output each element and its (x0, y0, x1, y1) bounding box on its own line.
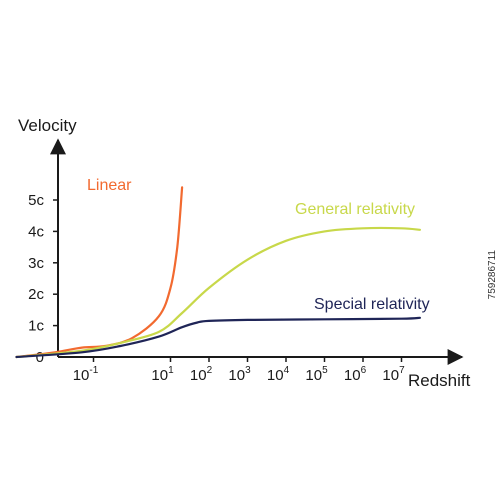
x-tick-label: 106 (344, 365, 367, 384)
series-labels: Linear General relativity Special relativi… (87, 177, 430, 313)
y-tick-label: 4c (28, 223, 44, 240)
y-tick-label: 1c (28, 318, 44, 335)
watermark-id: 759286711 (487, 250, 498, 300)
series-general-relativity-line (15, 226, 421, 359)
series-label-general-relativity: General relativity (295, 201, 415, 218)
x-ticks: 10-1 101 102 103 104 105 106 107 (73, 357, 405, 384)
x-tick-label: 10-1 (73, 365, 99, 384)
y-tick-label: 2c (28, 286, 44, 303)
y-tick-label: 0 (36, 349, 44, 366)
y-tick-label: 3c (28, 255, 44, 272)
y-axis-title: Velocity (18, 116, 77, 135)
x-tick-label: 101 (151, 365, 174, 384)
x-tick-label: 102 (190, 365, 213, 384)
series-lines (15, 186, 421, 359)
y-ticks: 0 1c 2c 3c 4c 5c (28, 192, 58, 366)
series-special-relativity-line (15, 316, 421, 359)
y-tick-label: 5c (28, 192, 44, 209)
x-tick-label: 105 (305, 365, 328, 384)
x-tick-label: 103 (228, 365, 251, 384)
x-axis-title: Redshift (408, 371, 471, 390)
series-linear-line (15, 186, 184, 359)
series-label-linear: Linear (87, 177, 132, 194)
series-label-special-relativity: Special relativity (314, 296, 430, 313)
x-tick-label: 104 (267, 365, 290, 384)
x-tick-label: 107 (382, 365, 405, 384)
